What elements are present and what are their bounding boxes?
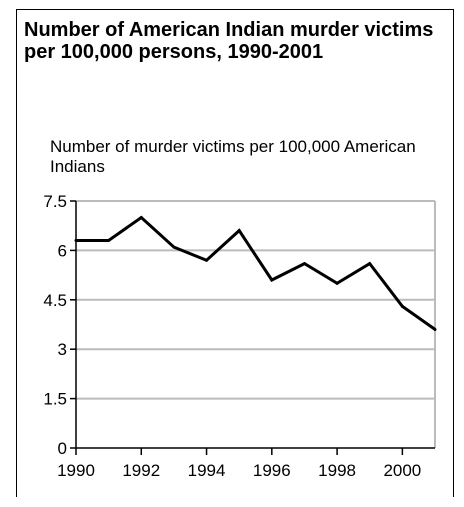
x-tick-label: 1994 (188, 461, 226, 480)
y-tick-label: 4.5 (43, 291, 67, 310)
y-tick-label: 7.5 (43, 192, 67, 211)
data-point (270, 278, 274, 282)
y-tick-label: 0 (58, 439, 67, 458)
y-tick-label: 3 (58, 340, 67, 359)
series-line (76, 215, 436, 331)
chart-title: Number of American Indian murder victims… (24, 19, 434, 63)
y-tick-label: 1.5 (43, 390, 67, 409)
y-tick-label: 6 (58, 241, 67, 260)
x-tick-label: 1990 (57, 461, 95, 480)
grid-lines (76, 200, 436, 448)
data-point (433, 327, 437, 331)
axes (70, 200, 435, 455)
x-tick-label: 1998 (318, 461, 356, 480)
chart-frame (16, 9, 454, 497)
x-tick-label: 2000 (383, 461, 421, 480)
x-tick-label: 1996 (253, 461, 291, 480)
data-point (302, 262, 306, 266)
data-point (205, 258, 209, 262)
tick-labels: 0 1.5 3 4.5 6 7.5 1990 1992 1994 1996 1998 2000 (43, 192, 421, 480)
data-point (139, 215, 143, 219)
x-tick-label: 1992 (122, 461, 160, 480)
y-axis-label: Number of murder victims per 100,000 Ame… (50, 137, 416, 176)
data-point (368, 262, 372, 266)
data-point (237, 229, 241, 233)
series-layer (74, 215, 437, 331)
data-point (400, 304, 404, 308)
data-point (172, 245, 176, 249)
data-point (335, 281, 339, 285)
data-point (74, 239, 78, 243)
data-point (107, 239, 111, 243)
